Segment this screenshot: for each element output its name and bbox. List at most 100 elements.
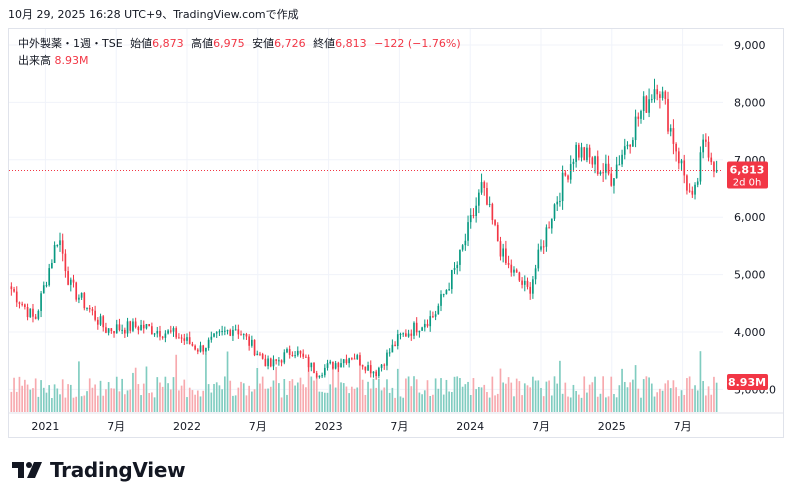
candle-body bbox=[59, 240, 61, 246]
volume-bar bbox=[442, 394, 445, 412]
candle-body bbox=[694, 184, 696, 195]
volume-bar bbox=[413, 376, 415, 412]
candle-body bbox=[283, 352, 286, 363]
volume-bar bbox=[137, 384, 140, 412]
candle-body bbox=[621, 154, 623, 165]
candle-body bbox=[110, 328, 113, 332]
volume-bar bbox=[329, 384, 332, 412]
candle-body bbox=[421, 327, 423, 331]
volume-bar bbox=[661, 390, 664, 412]
candle-body bbox=[402, 333, 405, 335]
volume-bar bbox=[380, 390, 383, 412]
candle-body bbox=[596, 156, 599, 174]
volume-bar bbox=[388, 392, 391, 412]
volume-bar bbox=[261, 376, 264, 412]
candle-body bbox=[115, 324, 118, 334]
volume-bar bbox=[18, 376, 21, 412]
candle-body bbox=[702, 139, 704, 153]
candle-body bbox=[323, 367, 326, 376]
candle-body bbox=[140, 324, 142, 331]
volume-bar bbox=[464, 384, 467, 412]
last-price-tag bbox=[727, 161, 768, 189]
candle-body bbox=[194, 345, 196, 350]
volume-bar bbox=[472, 378, 475, 412]
candle-body bbox=[542, 246, 545, 248]
volume-bar bbox=[126, 390, 129, 412]
volume-bar bbox=[96, 395, 99, 412]
candle-body bbox=[237, 329, 240, 335]
volume-bar bbox=[199, 396, 202, 412]
volume-bar bbox=[51, 397, 53, 412]
candle-body bbox=[191, 343, 194, 346]
low-label: 安値 bbox=[252, 37, 275, 50]
volume-bar bbox=[550, 395, 553, 412]
volume-bar bbox=[556, 383, 559, 412]
candle-body bbox=[99, 316, 102, 325]
volume-bar bbox=[167, 383, 169, 412]
candle-body bbox=[199, 345, 202, 352]
volume-bar bbox=[450, 391, 453, 412]
candle-body bbox=[96, 319, 99, 325]
candle-body bbox=[80, 292, 83, 298]
candle-body bbox=[332, 361, 334, 369]
volume-bar bbox=[688, 376, 691, 412]
volume-bar bbox=[369, 388, 372, 412]
candle-body bbox=[169, 330, 172, 332]
candle-body bbox=[577, 144, 580, 158]
volume-bar bbox=[626, 387, 629, 412]
volume-bar bbox=[80, 396, 83, 412]
candle-body bbox=[196, 349, 199, 352]
candle-body bbox=[659, 94, 661, 98]
volume-bar bbox=[459, 377, 461, 412]
volume-bar bbox=[10, 391, 13, 412]
volume-bar bbox=[594, 376, 596, 412]
candle-body bbox=[407, 333, 410, 337]
volume-bar bbox=[410, 386, 413, 412]
candle-body bbox=[556, 201, 559, 205]
volume-bar bbox=[567, 396, 569, 412]
volume-bar bbox=[175, 354, 178, 412]
bar-countdown: 2d 0h bbox=[733, 178, 762, 189]
candle-body bbox=[664, 91, 667, 99]
candle-body bbox=[469, 214, 472, 223]
volume-bar bbox=[421, 394, 423, 412]
volume-bar bbox=[580, 397, 583, 412]
volume-bar bbox=[29, 389, 32, 412]
candle-body bbox=[642, 96, 645, 111]
candle-body bbox=[513, 269, 515, 273]
volume-bar bbox=[683, 394, 686, 412]
volume-bar bbox=[437, 388, 440, 412]
candle-body bbox=[688, 190, 691, 192]
candle-body bbox=[142, 324, 145, 329]
volume-bar bbox=[607, 396, 610, 412]
volume-bar bbox=[99, 380, 102, 412]
volume-bar bbox=[553, 376, 556, 412]
candle-body bbox=[586, 147, 588, 161]
close-value: 6,813 bbox=[335, 37, 367, 50]
volume-bar bbox=[629, 382, 632, 412]
volume-bar bbox=[478, 386, 480, 412]
candle-body bbox=[634, 116, 637, 141]
candle-body bbox=[159, 331, 161, 337]
candle-body bbox=[399, 334, 402, 336]
volume-bar bbox=[537, 380, 540, 412]
tradingview-logo[interactable]: TradingView bbox=[10, 458, 186, 482]
volume-bar bbox=[656, 392, 659, 412]
candle-body bbox=[75, 282, 78, 300]
candle-body bbox=[464, 240, 467, 246]
candle-body bbox=[675, 143, 677, 152]
volume-bar bbox=[669, 388, 672, 412]
candle-body bbox=[613, 178, 615, 186]
candle-body bbox=[445, 289, 448, 295]
volume-bar bbox=[242, 383, 245, 412]
candle-body bbox=[337, 363, 340, 368]
candle-body bbox=[45, 285, 48, 287]
symbol-label[interactable]: 中外製薬・1週・TSE bbox=[18, 37, 123, 50]
volume-bar bbox=[305, 387, 307, 412]
candle-body bbox=[499, 241, 502, 257]
candle-body bbox=[264, 358, 267, 367]
candle-body bbox=[426, 323, 429, 327]
candle-body bbox=[429, 316, 432, 327]
candle-body bbox=[178, 337, 180, 339]
